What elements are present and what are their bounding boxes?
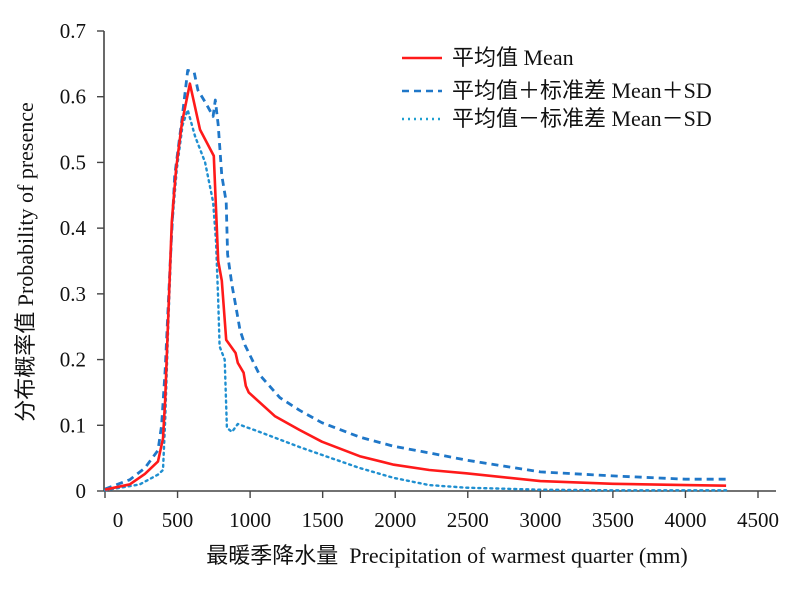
x-tick-label: 0 — [113, 508, 124, 532]
series-line-mean — [104, 82, 727, 491]
y-tick-label: 0.5 — [60, 150, 86, 174]
legend-label-mean: 平均值 Mean — [452, 45, 574, 70]
x-tick-label: 500 — [162, 508, 194, 532]
series-line-mean-minus-sd — [103, 108, 728, 492]
y-tick-label: 0.2 — [60, 348, 86, 372]
x-tick-label: 4000 — [664, 508, 706, 532]
y-tick-label: 0.1 — [60, 413, 86, 437]
y-tick-label: 0.4 — [60, 216, 87, 240]
x-ticks: 0 500 1000 1500 2000 2500 3000 3500 4000 4500 — [104, 491, 779, 532]
x-tick-label: 4500 — [737, 508, 779, 532]
x-tick-label: 1500 — [302, 508, 344, 532]
x-tick-label: 2500 — [447, 508, 489, 532]
legend-label-mean-minus-sd: 平均值－标准差 Mean－SD — [452, 106, 712, 131]
series-layer — [103, 69, 728, 492]
series-line-mean-plus-sd — [104, 69, 727, 491]
x-tick-label: 1000 — [229, 508, 271, 532]
axes: 0 0.1 0.2 0.3 0.4 0.5 0.6 0.7 0 500 1000 1500 2000 2… — [60, 19, 779, 532]
y-tick-label: 0.7 — [60, 19, 86, 43]
x-tick-label: 3500 — [592, 508, 634, 532]
legend-label-mean-plus-sd: 平均值＋标准差 Mean＋SD — [452, 78, 712, 103]
y-axis-title: 分布概率值 Probability of presence — [13, 102, 38, 422]
x-tick-label: 3000 — [519, 508, 561, 532]
y-ticks: 0 0.1 0.2 0.3 0.4 0.5 0.6 0.7 — [60, 19, 104, 503]
x-axis-title: 最暖季降水量 Precipitation of warmest quarter … — [206, 543, 687, 568]
y-tick-label: 0.3 — [60, 282, 86, 306]
legend: 平均值 Mean 平均值＋标准差 Mean＋SD 平均值－标准差 Mean－SD — [402, 45, 712, 131]
y-tick-label: 0 — [76, 479, 87, 503]
y-tick-label: 0.6 — [60, 85, 86, 109]
x-tick-label: 2000 — [374, 508, 416, 532]
